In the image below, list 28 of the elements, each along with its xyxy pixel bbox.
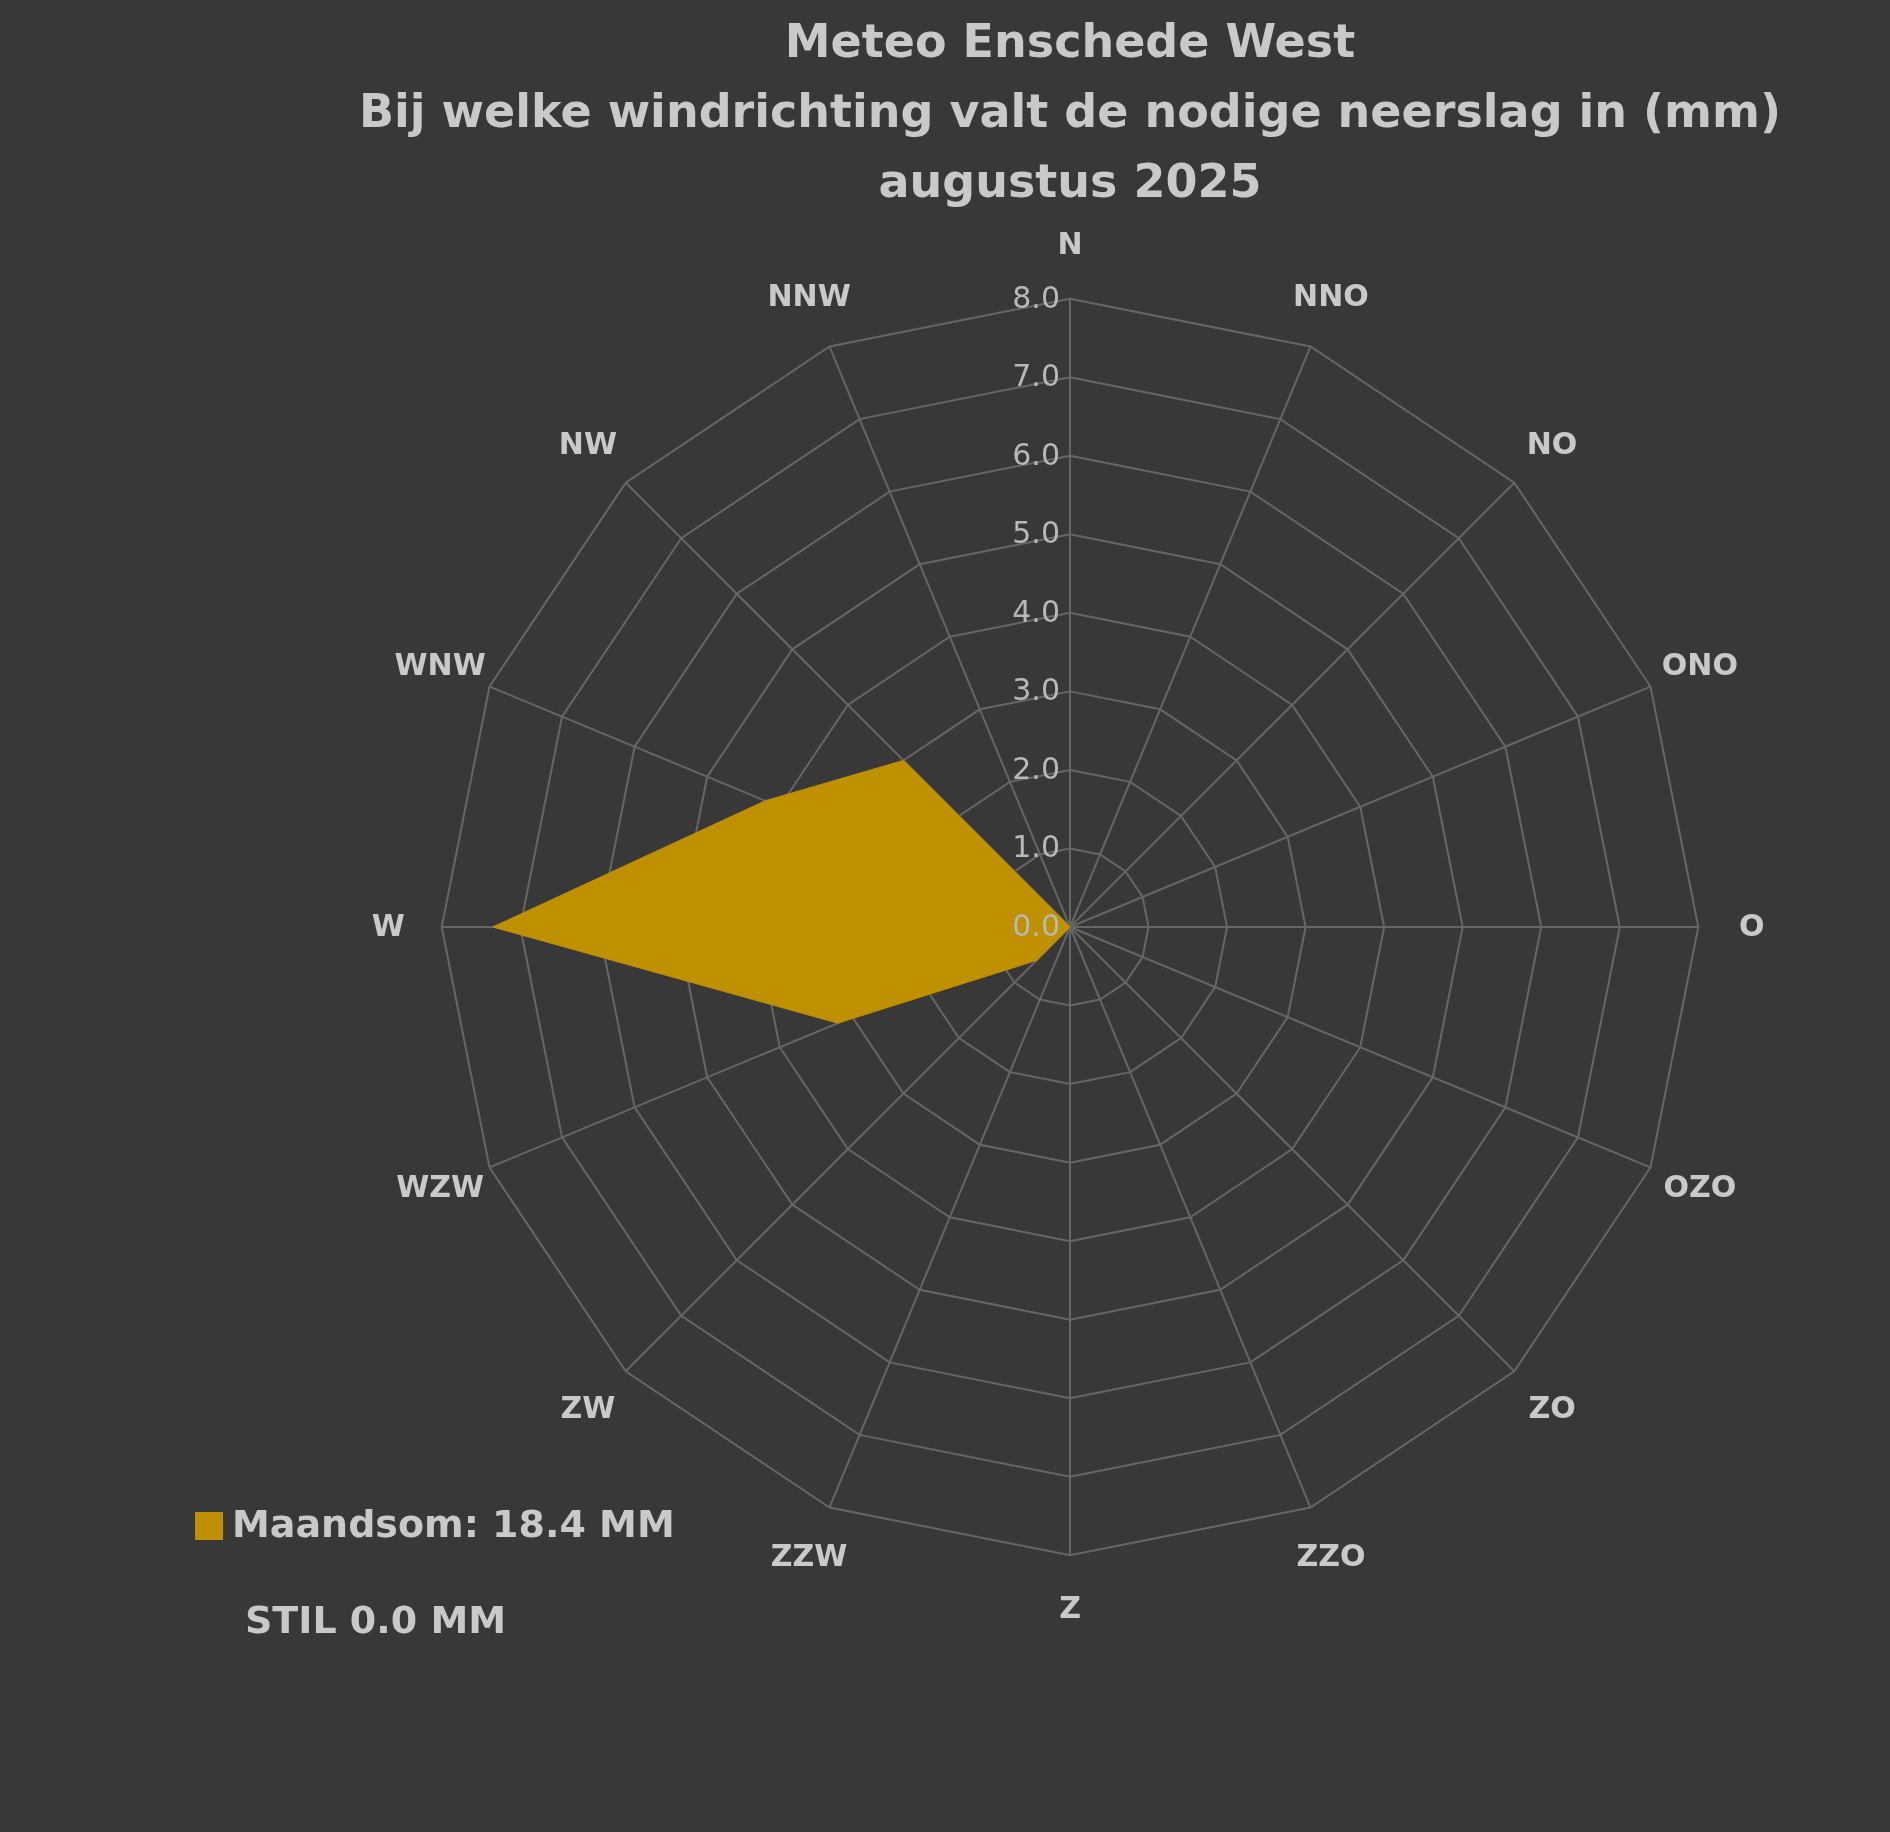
y-tick-label: 1.0 [1012,829,1060,865]
spoke-label: NO [1526,425,1578,461]
spoke-label: W [371,908,405,943]
spoke-label: O [1738,908,1765,943]
spoke-label: ZZO [1296,1537,1366,1573]
y-tick-label: 2.0 [1012,750,1060,786]
spoke-label: NNW [767,278,851,314]
chart-title: Meteo Enschede West Bij welke windrichting valt de nodige neerslag in (mm) augustus 2025 [358,14,1782,208]
spoke-label: NNO [1293,278,1369,314]
y-tick-label: 7.0 [1012,358,1060,394]
spoke-label: ZO [1528,1390,1576,1426]
text: STIL 0.0 MM [245,1598,507,1642]
spoke-label: ONO [1661,647,1738,683]
spoke-label: N [1057,226,1083,262]
y-tick-label: 4.0 [1012,593,1060,629]
spoke-label: NW [558,425,618,461]
y-tick-label: 0.0 [1012,908,1060,943]
legend-label: Maandsom: 18.4 MM [232,1502,675,1546]
spoke-label: ZZW [770,1537,848,1573]
y-tick-label: 3.0 [1012,672,1060,708]
y-tick-label: 6.0 [1012,436,1060,472]
spoke-label: OZO [1663,1168,1737,1204]
spoke-label: ZW [560,1390,616,1426]
spoke-label: WZW [396,1168,485,1204]
spoke-label: WNW [394,647,486,683]
y-tick-label: 5.0 [1012,515,1060,551]
spoke-label: Z [1059,1589,1081,1625]
y-tick-label: 8.0 [1012,279,1060,315]
